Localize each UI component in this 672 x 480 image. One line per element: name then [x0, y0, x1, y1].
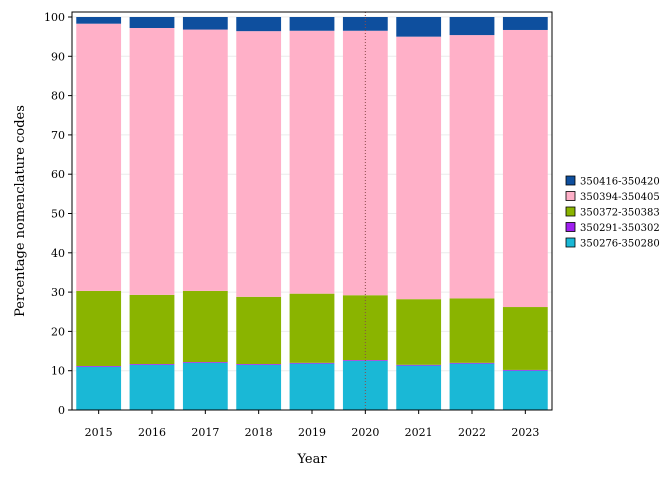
legend: 350416-350420 350394-350405 350372-350383 3… [565, 175, 660, 250]
y-axis-title: Percentage nomenclature codes [13, 105, 28, 317]
bar-segment [289, 363, 335, 410]
legend-item: 350416-350420 [565, 175, 660, 188]
bar-segment [449, 363, 495, 410]
bar-segment [76, 23, 122, 291]
y-tick-label: 50 [51, 208, 65, 221]
legend-swatch [565, 237, 576, 248]
bar-segment [182, 362, 228, 363]
y-tick-label: 0 [58, 404, 65, 417]
bar-segment [76, 17, 122, 24]
bar-segment [129, 364, 175, 410]
bar-segment [342, 17, 388, 31]
bar-segment [396, 36, 442, 300]
legend-swatch [565, 175, 576, 186]
legend-label: 350291-350302 [580, 223, 660, 234]
legend-item: 350291-350302 [565, 222, 660, 234]
bar-segment [236, 364, 282, 410]
bar-segment [289, 362, 335, 364]
y-tick-label: 90 [51, 50, 65, 63]
bar-segment [129, 17, 175, 29]
axes: 0 10 20 30 40 50 60 70 80 90 100 2015 2016 2017 2018 20… [44, 11, 553, 439]
bar-segment [182, 290, 228, 363]
y-tick-label: 20 [51, 325, 65, 338]
bar-segment [502, 370, 548, 410]
x-tick-label: 2021 [405, 426, 433, 439]
x-tick-label: 2023 [511, 426, 539, 439]
bar-segment [182, 29, 228, 291]
y-tick-label: 10 [51, 365, 65, 378]
x-tick-label: 2015 [85, 426, 113, 439]
bar-segment [76, 365, 122, 367]
bar-segment [289, 17, 335, 31]
legend-item: 350276-350280 [565, 237, 660, 250]
bar-segment [236, 31, 282, 297]
bar-segment [236, 17, 282, 32]
legend-label: 350416-350420 [580, 177, 660, 188]
y-tick-label: 40 [51, 247, 65, 260]
bar-segment [502, 29, 548, 308]
x-tick-label: 2022 [458, 426, 486, 439]
bar-segment [502, 17, 548, 30]
legend-swatch [565, 206, 576, 217]
legend-swatch [565, 222, 576, 232]
x-tick-label: 2020 [351, 426, 379, 439]
bar-segment [289, 30, 335, 294]
x-tick-label: 2018 [245, 426, 273, 439]
y-tick-label: 60 [51, 168, 65, 181]
bar-segment [182, 17, 228, 30]
y-tick-label: 80 [51, 90, 65, 103]
x-tick-label: 2016 [138, 426, 166, 439]
bar-segment [449, 17, 495, 36]
bar-segment [396, 364, 442, 366]
legend-item: 350372-350383 [565, 206, 660, 219]
y-tick-label: 100 [44, 11, 65, 24]
bar-segment [396, 365, 442, 410]
y-tick-label: 70 [51, 129, 65, 142]
bar-segment [182, 362, 228, 410]
x-tick-label: 2017 [191, 426, 219, 439]
legend-swatch [565, 191, 576, 201]
bar-segment [129, 28, 175, 295]
bar-segment [502, 307, 548, 370]
bar-segment [502, 369, 548, 371]
legend-item: 350394-350405 [565, 191, 660, 203]
bar-segment [129, 364, 175, 365]
bars [76, 17, 548, 410]
bar-segment [449, 362, 495, 364]
bar-segment [76, 366, 122, 410]
bar-segment [236, 296, 282, 365]
x-tick-label: 2019 [298, 426, 326, 439]
legend-label: 350394-350405 [580, 192, 660, 203]
bar-segment [396, 17, 442, 37]
bar-segment [449, 298, 495, 363]
bar-segment [76, 290, 122, 366]
y-tick-label: 30 [51, 286, 65, 299]
bar-segment [449, 35, 495, 299]
legend-label: 350276-350280 [580, 239, 660, 250]
x-axis-title: Year [296, 452, 327, 467]
bar-segment [129, 294, 175, 365]
legend-label: 350372-350383 [580, 208, 660, 219]
bar-segment [236, 364, 282, 365]
bar-segment [289, 293, 335, 363]
bar-segment [396, 299, 442, 365]
